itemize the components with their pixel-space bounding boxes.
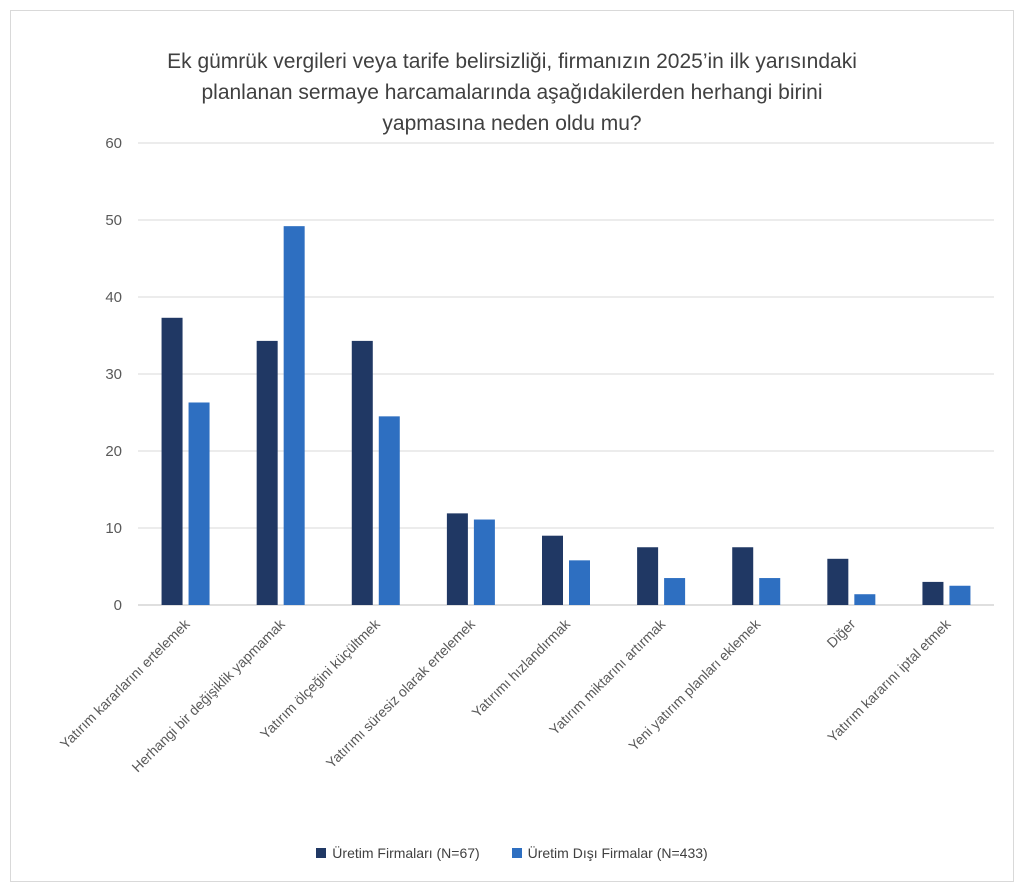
y-tick-label-40: 40 (105, 289, 122, 306)
bar-series2-2 (283, 226, 305, 605)
y-tick-label-50: 50 (105, 212, 122, 229)
legend-item-uretim-disi: Üretim Dışı Firmalar (N=433) (511, 845, 708, 861)
bar-series1-6 (637, 547, 659, 605)
bar-series2-8 (854, 594, 876, 605)
y-tick-label-10: 10 (105, 520, 122, 537)
bar-series2-1 (188, 402, 210, 605)
x-category-label-4: Yatırımı süresiz olarak ertelemek (323, 615, 479, 771)
chart-title-line-3: yapmasına neden oldu mu? (382, 112, 642, 135)
bar-series2-9 (949, 585, 971, 605)
bar-series2-3 (378, 416, 400, 605)
legend-swatch-uretim (316, 848, 327, 858)
bar-series2-7 (759, 578, 781, 605)
legend-label-uretim: Üretim Firmaları (N=67) (332, 845, 480, 861)
bar-series1-8 (827, 558, 849, 605)
y-tick-label-30: 30 (105, 366, 122, 383)
bar-series1-3 (351, 340, 373, 605)
bar-series1-5 (542, 535, 563, 605)
y-tick-label-20: 20 (105, 443, 122, 460)
legend-item-uretim: Üretim Firmaları (N=67) (316, 845, 480, 861)
bar-series1-7 (732, 547, 754, 605)
bar-series2-4 (473, 519, 495, 605)
bar-series1-9 (922, 581, 944, 605)
legend-swatch-uretim-disi (511, 848, 522, 858)
x-category-label-2: Herhangi bir değişiklik yapmamak (128, 615, 288, 775)
chart-title-line-1: Ek gümrük vergileri veya tarife belirsiz… (167, 50, 857, 73)
bar-series1-4 (446, 513, 468, 605)
chart-title-line-2: planlanan sermaye harcamalarında aşağıda… (201, 81, 823, 104)
y-tick-label-60: 60 (105, 135, 122, 152)
legend: Üretim Firmaları (N=67) Üretim Dışı Firm… (0, 845, 1024, 861)
bar-series2-5 (569, 560, 590, 605)
bar-series2-6 (664, 578, 686, 605)
legend-label-uretim-disi: Üretim Dışı Firmalar (N=433) (527, 845, 708, 861)
chart-title: Ek gümrük vergileri veya tarife belirsiz… (0, 46, 1024, 139)
x-category-label-8: Diğer (823, 616, 858, 651)
bar-series1-2 (256, 340, 278, 605)
bar-series1-1 (161, 317, 183, 605)
x-category-label-5: Yatırımı hızlandırmak (468, 615, 573, 720)
y-tick-label-0: 0 (114, 597, 122, 614)
